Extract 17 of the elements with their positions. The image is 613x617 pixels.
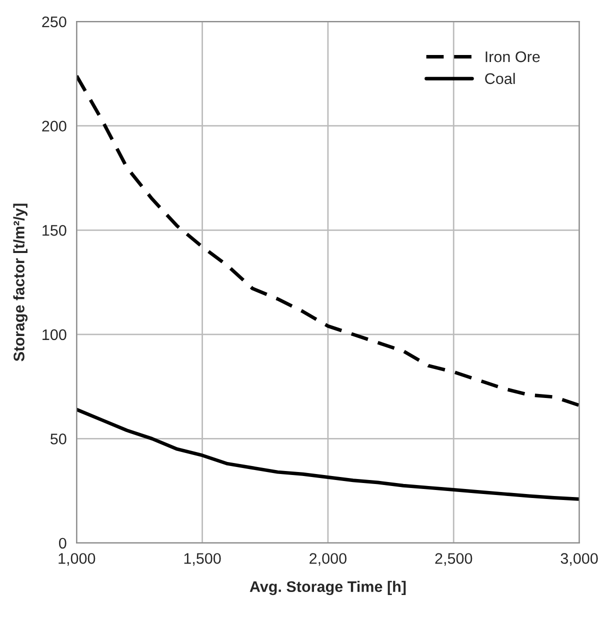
y-tick-label: 250	[42, 16, 66, 28]
legend-label: Iron Ore	[486, 51, 540, 62]
x-tick-label: 2,000	[310, 553, 346, 566]
x-tick-label: 2,500	[435, 553, 472, 566]
x-tick-label: 1,000	[58, 553, 96, 566]
x-tick-label: 1,500	[184, 553, 221, 566]
y-tick-label: 200	[42, 120, 66, 132]
x-tick-label: 3,000	[560, 553, 598, 566]
legend-label: Coal	[485, 72, 515, 84]
y-tick-label: 150	[42, 225, 66, 236]
line-series	[76, 74, 580, 408]
x-axis-title: Avg. Storage Time [h]	[250, 580, 406, 596]
y-tick-label: 100	[42, 329, 66, 340]
line-series	[76, 408, 580, 501]
y-tick-label: 0	[59, 538, 66, 549]
y-axis-title: Storage factor [t/m²/y]	[13, 204, 28, 362]
y-tick-label: 50	[50, 434, 66, 444]
